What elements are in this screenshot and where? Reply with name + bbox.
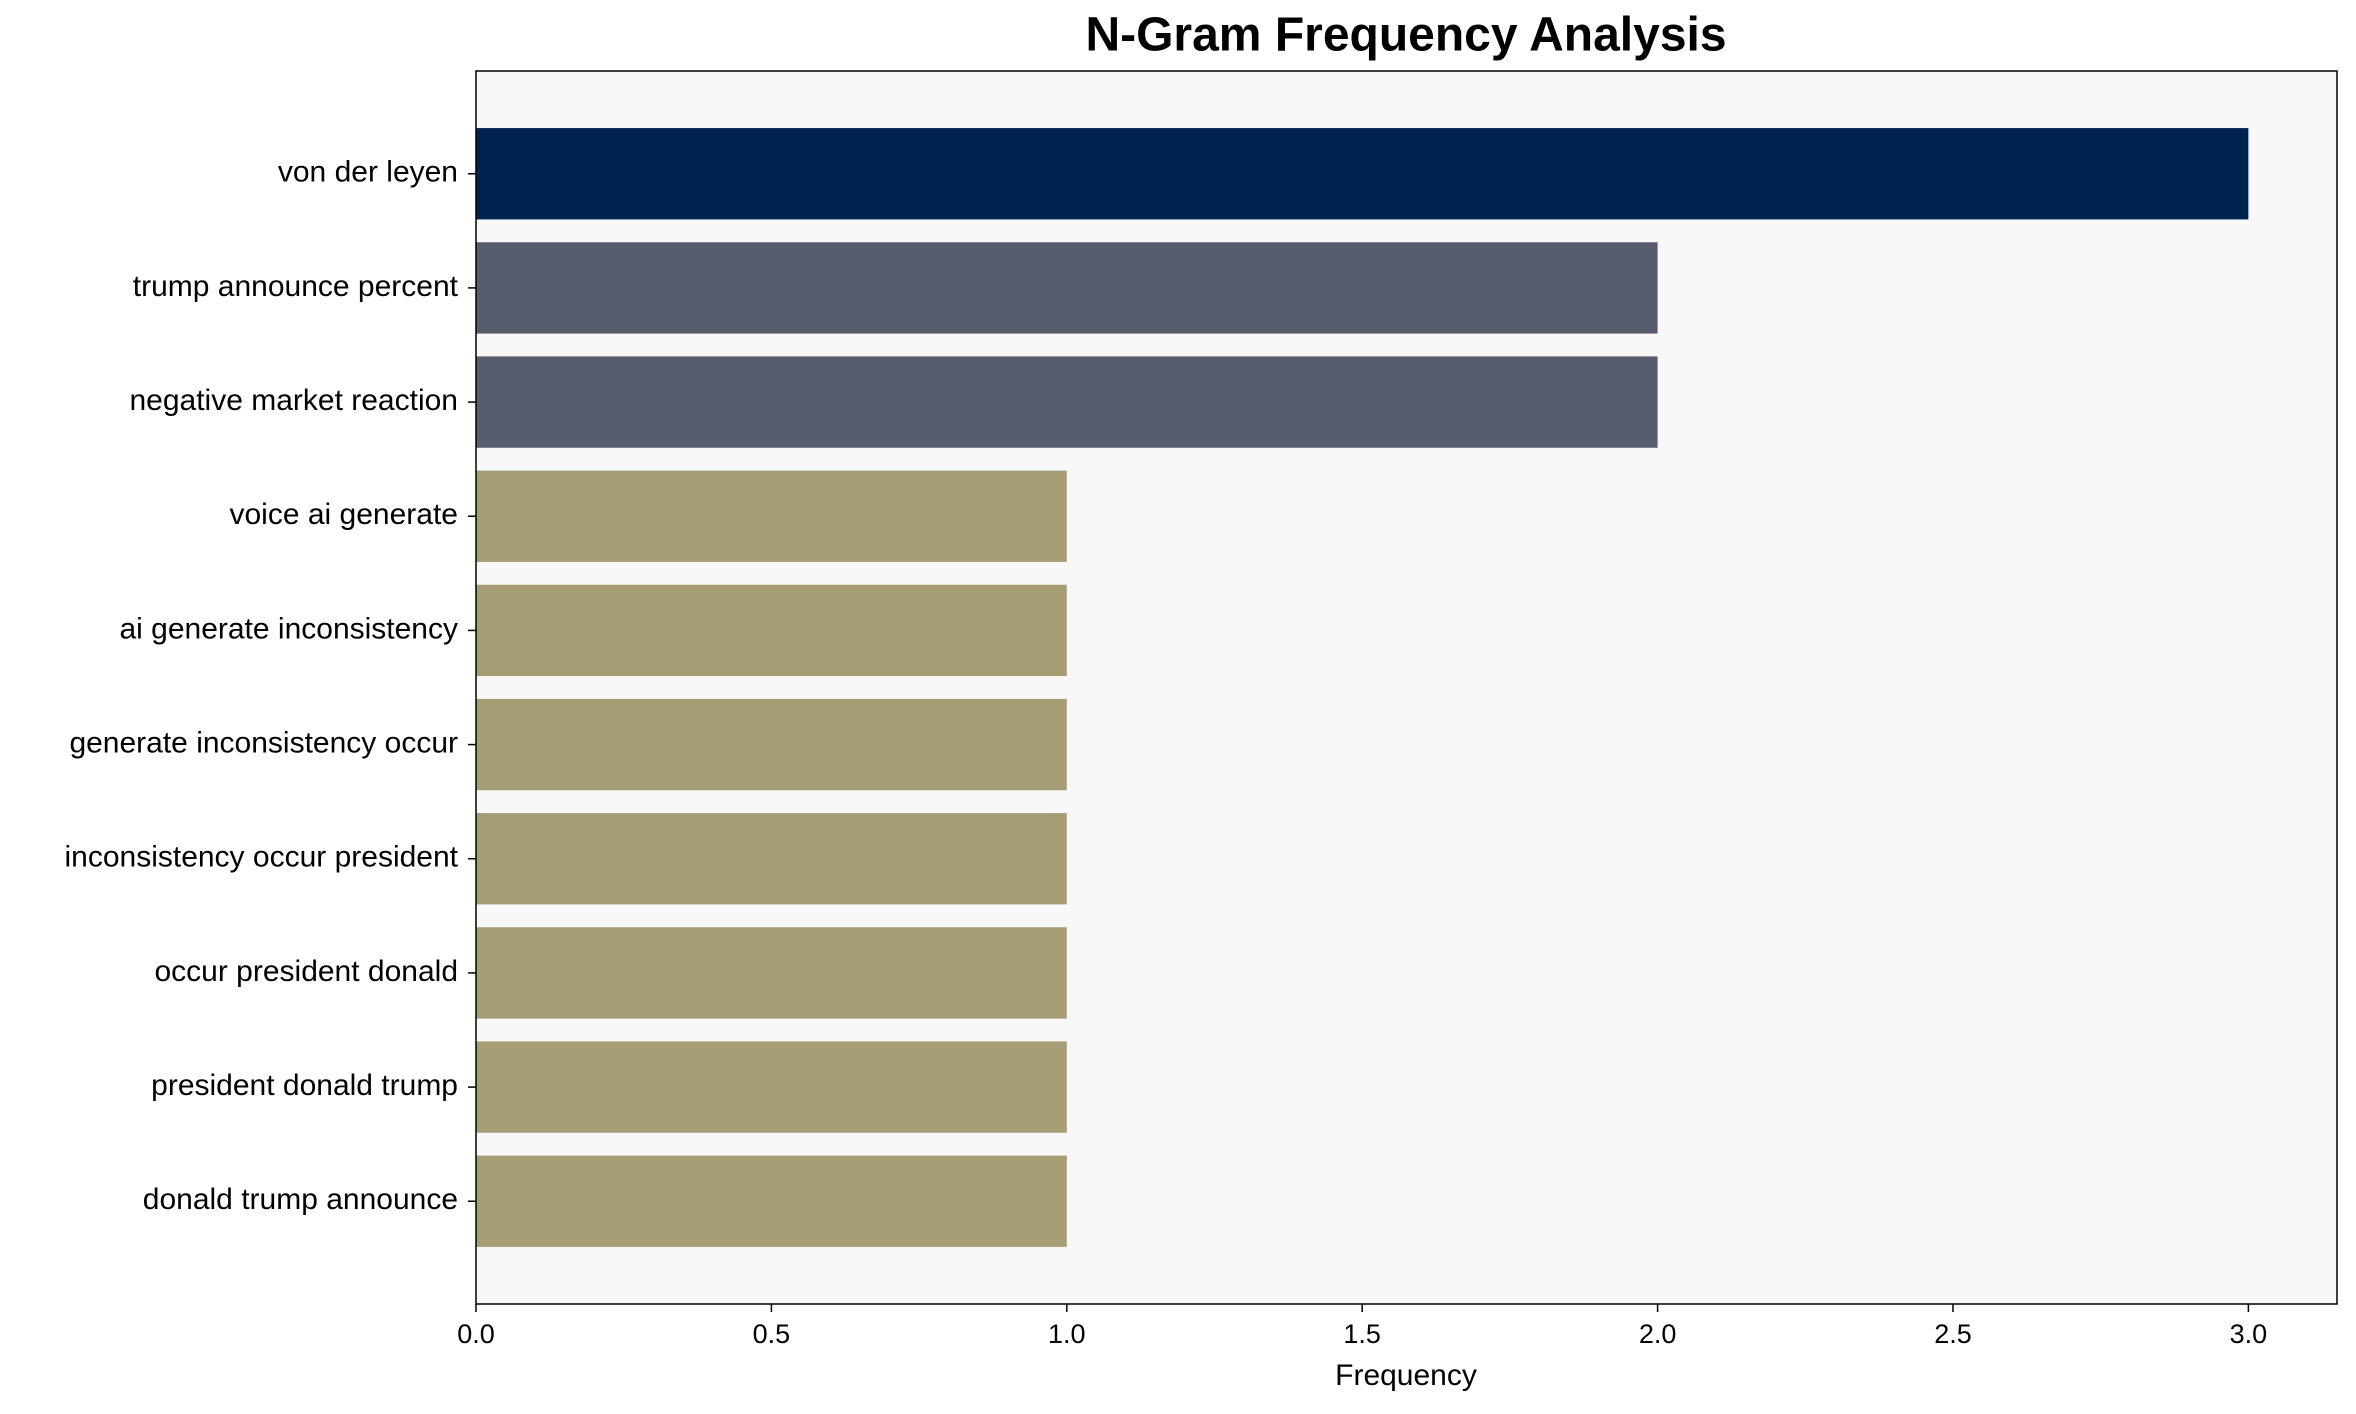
y-tick-label: occur president donald [154, 955, 458, 988]
x-tick-label: 2.0 [1639, 1319, 1677, 1349]
bar [476, 356, 1658, 448]
x-tick-label: 2.5 [1934, 1319, 1972, 1349]
y-tick-label: generate inconsistency occur [69, 727, 458, 760]
bar [476, 927, 1067, 1019]
x-tick-label: 0.0 [457, 1319, 495, 1349]
y-tick-label: trump announce percent [133, 270, 459, 303]
y-tick-label: donald trump announce [143, 1183, 458, 1216]
x-axis-label: Frequency [1335, 1359, 1477, 1392]
x-tick-label: 1.5 [1343, 1319, 1381, 1349]
y-tick-label: von der leyen [278, 156, 458, 189]
x-tick-label: 3.0 [2230, 1319, 2268, 1349]
bar [476, 1155, 1067, 1247]
chart-title: N-Gram Frequency Analysis [1085, 9, 1726, 62]
y-tick-label: ai generate inconsistency [119, 612, 458, 645]
x-tick-label: 1.0 [1048, 1319, 1086, 1349]
bar [476, 584, 1067, 677]
bar [476, 242, 1658, 334]
bar [476, 698, 1067, 791]
plot-frame [475, 70, 2338, 1305]
y-tick-label: president donald trump [151, 1069, 458, 1102]
x-tick-label: 0.5 [753, 1319, 791, 1349]
bar [476, 813, 1067, 905]
bar [476, 128, 2249, 220]
bar [476, 1041, 1067, 1133]
y-tick-label: negative market reaction [129, 384, 458, 417]
y-tick-label: inconsistency occur president [64, 841, 458, 874]
y-tick-label: voice ai generate [230, 498, 459, 531]
bar [476, 470, 1067, 562]
